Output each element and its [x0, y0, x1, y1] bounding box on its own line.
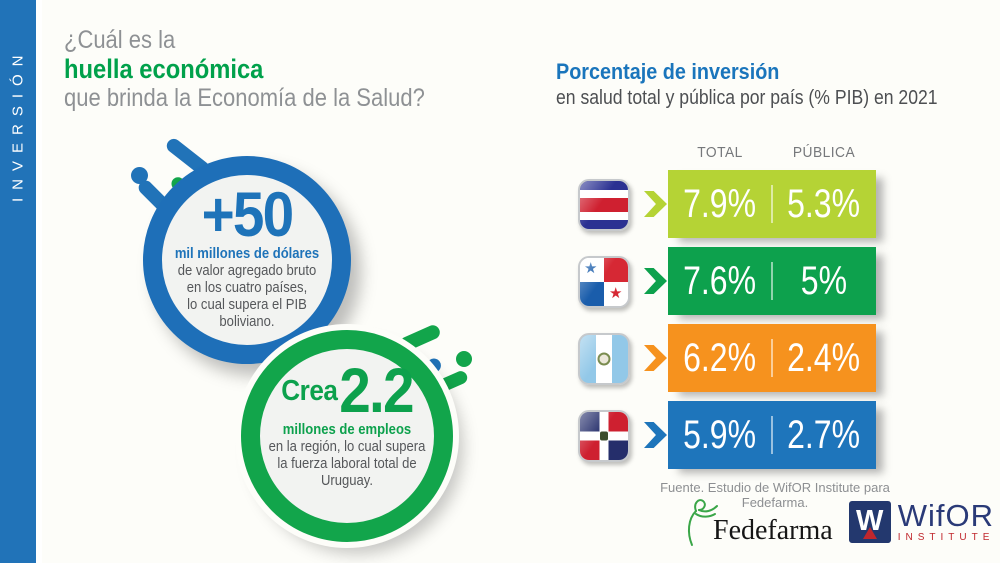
- fedefarma-icon: [687, 499, 718, 546]
- chevron-right-icon: [644, 345, 667, 371]
- column-header-publica: PÚBLICA: [792, 144, 856, 161]
- total-value: 7.9%: [683, 181, 757, 226]
- flag-quadrant: ★: [604, 282, 628, 306]
- wifor-logo: W WifOR INSTITUTE: [848, 498, 995, 543]
- table-row: ★ ★ 7.6% 5%: [0, 247, 1000, 315]
- country-rows: 7.9% 5.3% ★ ★ 7.6% 5%: [0, 170, 1000, 478]
- table-row: 6.2% 2.4%: [0, 324, 1000, 392]
- chart-heading: Porcentaje de inversión: [556, 59, 780, 84]
- value-bar: 7.9% 5.3%: [668, 170, 876, 238]
- table-row: 5.9% 2.7%: [0, 401, 1000, 469]
- publica-value: 5.3%: [787, 181, 861, 226]
- stat-caption-line: en la región, lo cual supera: [268, 439, 426, 455]
- wifor-monogram-icon: W: [848, 501, 891, 543]
- stat-caption-line: de valor agregado bruto: [177, 263, 317, 279]
- wifor-triangle-icon: [862, 527, 877, 539]
- value-divider: [771, 416, 773, 454]
- flag-emblem: [597, 352, 611, 366]
- value-divider: [771, 339, 773, 377]
- stat-caption-line: Uruguay.: [320, 473, 373, 489]
- chevron-right-icon: [644, 268, 667, 294]
- stat-caption-line: en los cuatro países,: [186, 280, 308, 296]
- value-bar: 5.9% 2.7%: [668, 401, 876, 469]
- chevron-right-icon: [644, 422, 667, 448]
- page-title: ¿Cuál es la huella económica que brinda …: [64, 26, 425, 113]
- flag-quadrant: [604, 258, 628, 282]
- flag-quadrant: [580, 436, 604, 460]
- total-value: 7.6%: [683, 258, 757, 303]
- publica-value: 5%: [800, 258, 848, 303]
- sidebar-band: INVERSIÓN: [0, 0, 42, 563]
- title-line-1: ¿Cuál es la: [64, 26, 176, 54]
- title-line-3: que brinda la Economía de la Salud?: [64, 84, 425, 112]
- flag-cross: [580, 431, 628, 441]
- wifor-wordmark: WifOR: [897, 498, 994, 533]
- stat-caption-bold: millones de empleos: [282, 422, 412, 438]
- stat-label: Crea: [281, 374, 338, 407]
- flag-quadrant: [604, 436, 628, 460]
- chart-subheading: en salud total y pública por país (% PIB…: [556, 87, 938, 109]
- decor-dot-green-icon: [456, 351, 472, 367]
- title-line-2: huella económica: [64, 54, 264, 84]
- flag-quadrant: [580, 282, 604, 306]
- value-bar: 6.2% 2.4%: [668, 324, 876, 392]
- flag-star: ★: [584, 260, 598, 277]
- table-row: 7.9% 5.3%: [0, 170, 1000, 238]
- flag-quadrant: [604, 412, 628, 436]
- value-divider: [771, 262, 773, 300]
- flag-emblem: [600, 431, 608, 441]
- stat-number: +50: [201, 180, 295, 250]
- publica-value: 2.4%: [787, 335, 861, 380]
- stat-circle-jobs: Crea 2.2 millones de empleos en la regió…: [241, 330, 453, 542]
- flag-cross: [599, 412, 609, 460]
- stat-caption-line: boliviano.: [219, 314, 275, 330]
- fedefarma-logo: Fedefarma: [683, 497, 833, 547]
- flag-quadrant: [580, 412, 604, 436]
- flag-star: ★: [609, 285, 623, 302]
- total-value: 5.9%: [683, 412, 757, 457]
- chevron-right-icon: [644, 191, 667, 217]
- fedefarma-wordmark: Fedefarma: [713, 515, 833, 546]
- stat-number: 2.2: [339, 356, 414, 426]
- value-divider: [771, 185, 773, 223]
- guatemala-flag-icon: [578, 333, 630, 385]
- wifor-institute-label: INSTITUTE: [897, 532, 995, 543]
- column-header-total: TOTAL: [697, 144, 743, 161]
- flag-quadrant: ★: [580, 258, 604, 282]
- dominican-republic-flag-icon: [578, 410, 630, 462]
- stat-caption-line: la fuerza laboral total de: [277, 456, 417, 472]
- stat-caption-line: lo cual supera el PIB: [187, 297, 307, 313]
- publica-value: 2.7%: [787, 412, 861, 457]
- costa-rica-flag-icon: [578, 179, 630, 231]
- total-value: 6.2%: [683, 335, 757, 380]
- stat-caption-bold: mil millones de dólares: [174, 246, 320, 262]
- value-bar: 7.6% 5%: [668, 247, 876, 315]
- panama-flag-icon: ★ ★: [578, 256, 630, 308]
- source-note: Fuente. Estudio de WifOR Institute para …: [660, 480, 890, 510]
- logo-row: Fedefarma W WifOR INSTITUTE: [683, 497, 994, 547]
